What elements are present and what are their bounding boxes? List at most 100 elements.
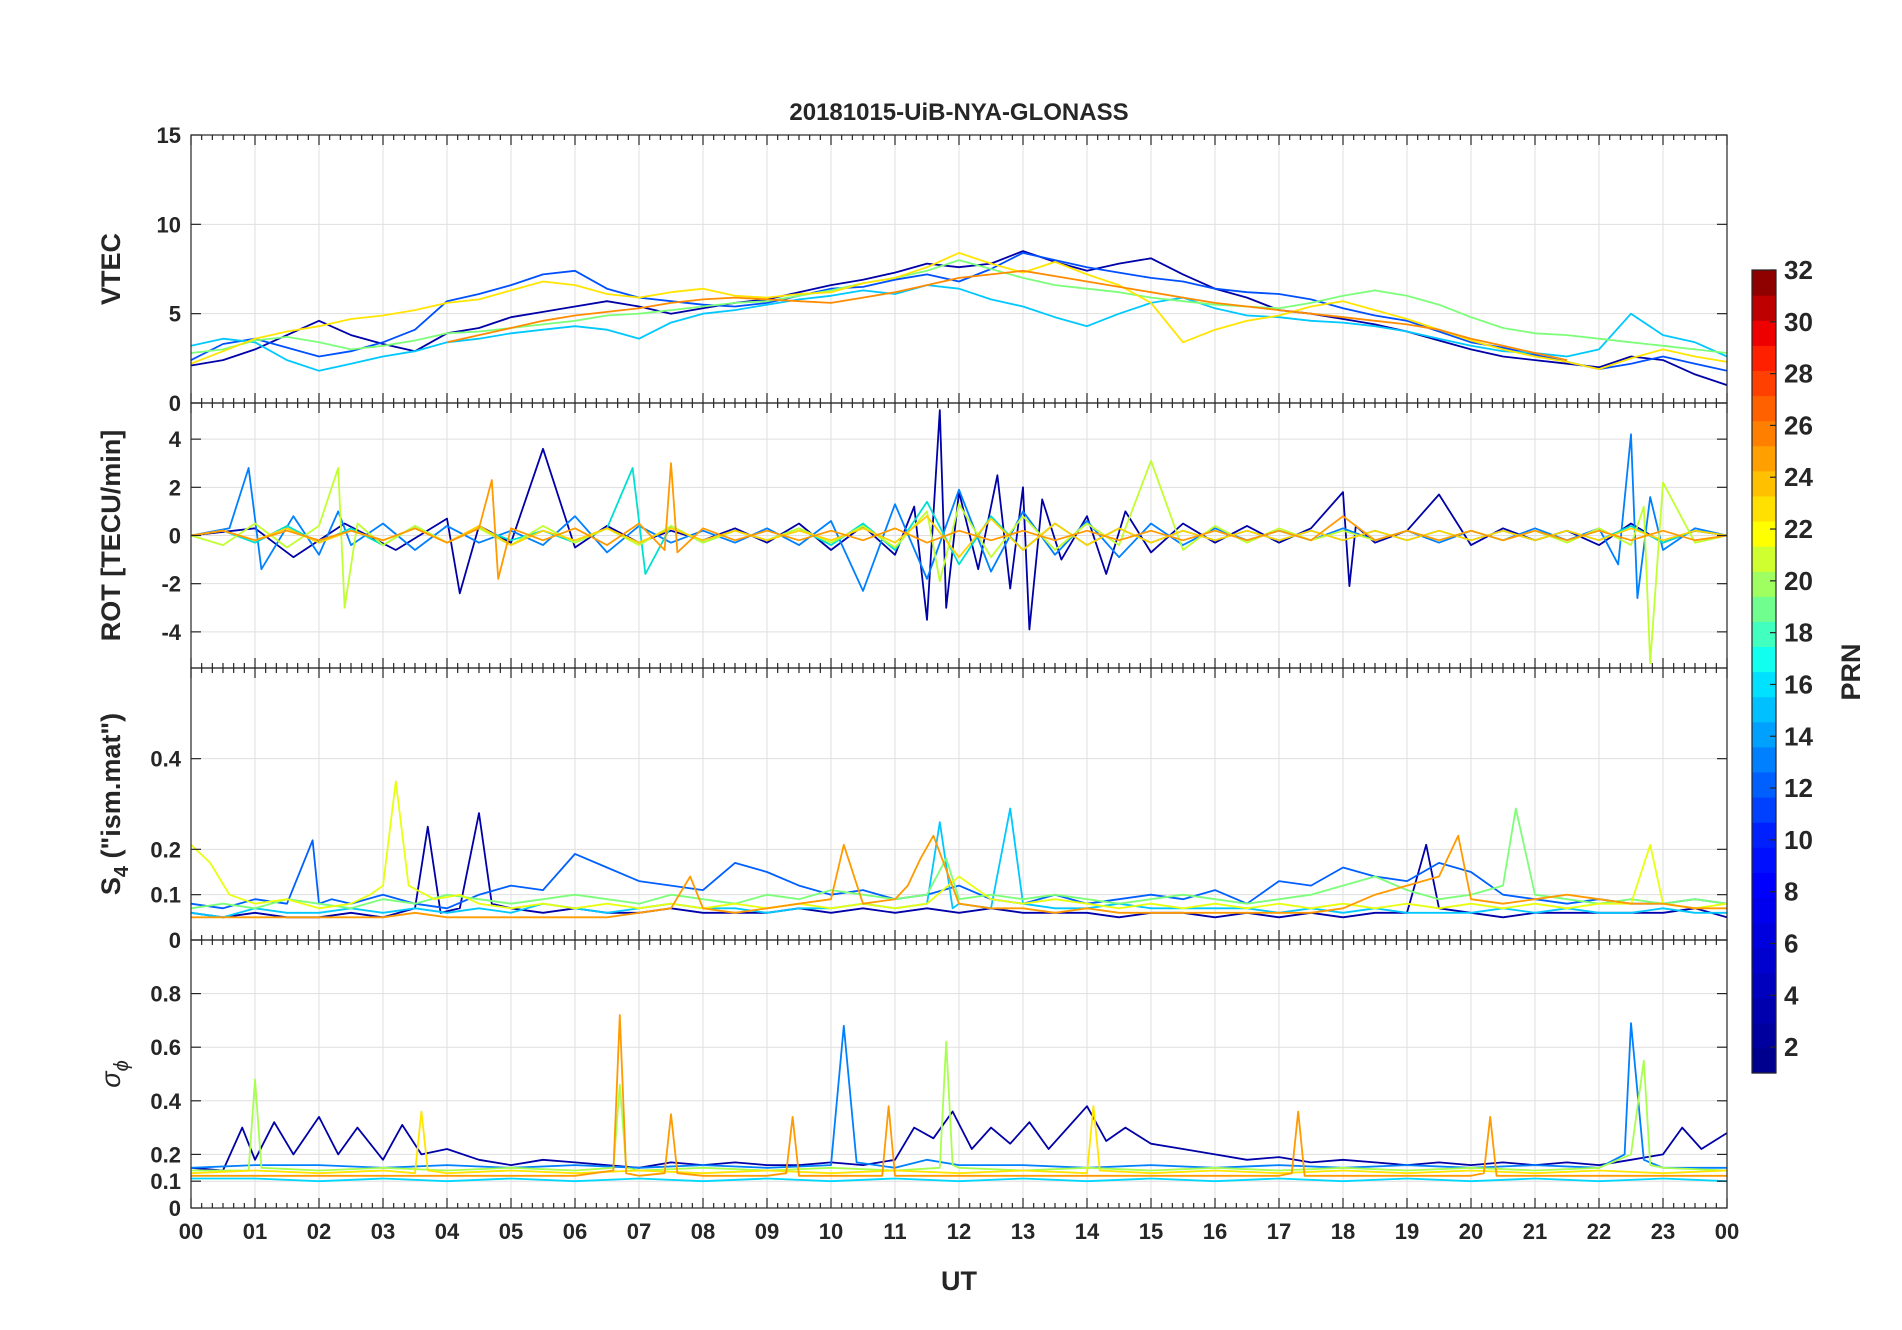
colorbar-segment xyxy=(1752,270,1776,296)
y-tick-label: 0.1 xyxy=(150,1169,181,1194)
x-tick-label: 13 xyxy=(1011,1219,1035,1244)
series-line-prn-2 xyxy=(191,409,1727,631)
x-tick-label: 02 xyxy=(307,1219,331,1244)
colorbar-tick-label: 32 xyxy=(1784,255,1813,285)
colorbar-segment xyxy=(1752,320,1776,346)
y-axis-label-vtec: VTEC xyxy=(96,233,126,305)
colorbar-segment xyxy=(1752,746,1776,773)
colorbar-segment xyxy=(1752,872,1776,898)
x-tick-label: 09 xyxy=(755,1219,779,1244)
y-tick-label: 10 xyxy=(157,212,181,237)
series-line-prn-17 xyxy=(191,1040,1727,1172)
colorbar-segment xyxy=(1752,445,1776,472)
y-tick-label: 0.4 xyxy=(150,747,181,772)
colorbar-segment xyxy=(1752,696,1776,723)
x-tick-label: 16 xyxy=(1203,1219,1227,1244)
x-tick-label: 06 xyxy=(563,1219,587,1244)
colorbar-segment xyxy=(1752,370,1776,397)
colorbar-segment xyxy=(1752,420,1776,447)
panel-s4: 0 0.1 0.2 0.4 S4 ("ism.mat") xyxy=(96,667,1728,953)
y-tick-label: 0.2 xyxy=(150,837,181,862)
x-tick-label: 18 xyxy=(1331,1219,1355,1244)
x-tick-label: 00 xyxy=(179,1219,203,1244)
series-line-prn-2 xyxy=(191,1105,1727,1172)
colorbar-segment xyxy=(1752,345,1776,371)
x-tick-label: 17 xyxy=(1267,1219,1291,1244)
y-tick-label: 0 xyxy=(169,1196,181,1221)
x-tick-label: 21 xyxy=(1523,1219,1547,1244)
series-group xyxy=(191,780,1727,919)
colorbar-segment xyxy=(1752,495,1776,522)
colorbar-segment xyxy=(1752,295,1776,321)
y-axis-label-s4: S4 ("ism.mat") xyxy=(96,713,133,895)
colorbar-segment xyxy=(1752,596,1776,622)
colorbar-segment xyxy=(1752,897,1776,924)
colorbar-segment xyxy=(1752,470,1776,497)
colorbar-tick-label: 22 xyxy=(1784,514,1813,544)
series-line-prn-20 xyxy=(191,252,1727,370)
y-tick-label: 0.1 xyxy=(150,883,181,908)
series-line-prn-23 xyxy=(191,1014,1727,1177)
series-line-prn-12 xyxy=(191,1177,1727,1183)
y-tick-label: 4 xyxy=(169,427,182,452)
y-axis-label-rot: ROT [TECU/min] xyxy=(96,430,126,641)
series-line-prn-16 xyxy=(191,807,1727,910)
series-line-prn-19 xyxy=(191,780,1727,910)
x-tick-label: 20 xyxy=(1459,1219,1483,1244)
y-tick-label: 0.2 xyxy=(150,1142,181,1167)
y-tick-label: 0 xyxy=(169,524,181,549)
colorbar-segment xyxy=(1752,997,1776,1024)
y-tick-label: 15 xyxy=(157,123,181,148)
colorbar-tick-label: 20 xyxy=(1784,566,1813,596)
x-axis-label: UT xyxy=(941,1266,977,1296)
colorbar-tick-label: 18 xyxy=(1784,618,1813,648)
series-line-prn-16 xyxy=(191,259,1727,354)
colorbar-segment xyxy=(1752,796,1776,823)
colorbar-tick-label: 2 xyxy=(1784,1032,1798,1062)
colorbar-tick-label: 4 xyxy=(1784,980,1799,1010)
series-line-prn-6 xyxy=(191,252,1727,372)
panel-sigma_phi: 00.10.2 0.4 0.6 0.8 σϕ xyxy=(96,939,1728,1221)
x-tick-label: 03 xyxy=(371,1219,395,1244)
series-line-prn-2 xyxy=(191,812,1727,919)
x-tick-label: 19 xyxy=(1395,1219,1419,1244)
x-tick-label: 10 xyxy=(819,1219,843,1244)
colorbar-segment xyxy=(1752,972,1776,999)
x-tick-label: 11 xyxy=(883,1219,906,1244)
colorbar-segment xyxy=(1752,520,1776,547)
colorbar-tick-label: 16 xyxy=(1784,669,1813,699)
panel-vtec: 0 5 10 15 VTEC xyxy=(96,123,1728,416)
series-group xyxy=(191,250,1727,386)
y-tick-label: 0.6 xyxy=(150,1035,181,1060)
colorbar-segment xyxy=(1752,947,1776,974)
colorbar-box xyxy=(1751,269,1777,1074)
colorbar-segment xyxy=(1752,1047,1776,1074)
colorbar-segment xyxy=(1752,395,1776,422)
x-tick-label: 01 xyxy=(243,1219,267,1244)
y-axis-label-sigma_phi: σϕ xyxy=(96,1060,133,1087)
colorbar-tick-label: 8 xyxy=(1784,877,1798,907)
x-tick-label: 04 xyxy=(435,1219,460,1244)
series-line-prn-23 xyxy=(191,834,1727,919)
colorbar-segment xyxy=(1752,646,1776,673)
series-group xyxy=(191,1014,1727,1183)
colorbar-segment xyxy=(1752,922,1776,949)
x-tick-label: 12 xyxy=(947,1219,971,1244)
series-line-prn-20 xyxy=(191,1105,1727,1175)
series-line-prn-23 xyxy=(191,462,1727,580)
y-tick-label: 0.4 xyxy=(150,1089,181,1114)
colorbar-segment xyxy=(1752,822,1776,848)
y-tick-label: 2 xyxy=(169,475,181,500)
y-tick-label: 0.8 xyxy=(150,982,181,1007)
colorbar-segment xyxy=(1752,571,1776,597)
series-line-prn-24 xyxy=(446,269,1568,361)
y-tick-label: 5 xyxy=(169,302,181,327)
colorbar-tick-label: 6 xyxy=(1784,928,1798,958)
colorbar-tick-label: 12 xyxy=(1784,773,1813,803)
colorbar-segment xyxy=(1752,621,1776,648)
colorbar-tick-label: 24 xyxy=(1784,462,1813,492)
x-tick-label: 23 xyxy=(1651,1219,1675,1244)
